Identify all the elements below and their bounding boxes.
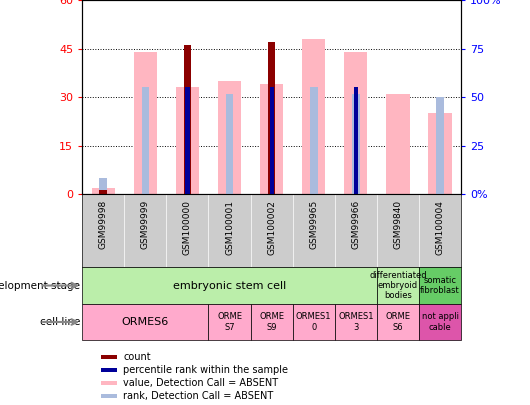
Bar: [428, 113, 452, 194]
Bar: [354, 87, 358, 194]
Bar: [344, 52, 367, 194]
Bar: [377, 304, 419, 340]
Bar: [100, 178, 107, 194]
Text: GSM100000: GSM100000: [183, 200, 192, 255]
Text: GSM99840: GSM99840: [393, 200, 402, 249]
Text: differentiated
embryoid
bodies: differentiated embryoid bodies: [369, 271, 427, 301]
Text: GSM99966: GSM99966: [351, 200, 360, 249]
Bar: [302, 39, 325, 194]
Bar: [377, 267, 419, 304]
Bar: [260, 84, 283, 194]
Bar: [335, 304, 377, 340]
Bar: [386, 94, 410, 194]
Bar: [82, 267, 377, 304]
Bar: [142, 87, 149, 194]
Bar: [101, 394, 117, 399]
Bar: [82, 304, 208, 340]
Bar: [293, 304, 335, 340]
Bar: [101, 355, 117, 359]
Text: cell line: cell line: [40, 317, 80, 327]
Text: GSM99998: GSM99998: [99, 200, 108, 249]
Bar: [268, 42, 276, 194]
Bar: [186, 87, 190, 194]
Bar: [436, 97, 444, 194]
Bar: [101, 368, 117, 372]
Bar: [352, 94, 360, 194]
Bar: [419, 304, 461, 340]
Text: ORMES1
3: ORMES1 3: [338, 312, 374, 332]
Text: rank, Detection Call = ABSENT: rank, Detection Call = ABSENT: [123, 391, 273, 401]
Bar: [208, 304, 251, 340]
Bar: [419, 267, 461, 304]
Bar: [251, 304, 293, 340]
Bar: [310, 87, 317, 194]
Text: ORME
S6: ORME S6: [385, 312, 410, 332]
Bar: [226, 94, 233, 194]
Bar: [176, 87, 199, 194]
Text: GSM100001: GSM100001: [225, 200, 234, 255]
Text: somatic
fibroblast: somatic fibroblast: [420, 276, 460, 295]
Text: count: count: [123, 352, 151, 362]
Text: GSM99999: GSM99999: [141, 200, 150, 249]
Text: GSM99965: GSM99965: [309, 200, 318, 249]
Text: value, Detection Call = ABSENT: value, Detection Call = ABSENT: [123, 378, 279, 388]
Bar: [92, 188, 115, 194]
Text: GSM100004: GSM100004: [436, 200, 445, 255]
Text: not appli
cable: not appli cable: [421, 312, 458, 332]
Text: ORMES6: ORMES6: [122, 317, 169, 327]
Bar: [270, 87, 273, 194]
Bar: [101, 381, 117, 385]
Text: ORME
S7: ORME S7: [217, 312, 242, 332]
Bar: [100, 190, 107, 194]
Text: ORME
S9: ORME S9: [259, 312, 284, 332]
Text: percentile rank within the sample: percentile rank within the sample: [123, 365, 288, 375]
Bar: [218, 81, 241, 194]
Bar: [183, 45, 191, 194]
Text: ORMES1
0: ORMES1 0: [296, 312, 331, 332]
Text: GSM100002: GSM100002: [267, 200, 276, 255]
Text: embryonic stem cell: embryonic stem cell: [173, 281, 286, 290]
Bar: [134, 52, 157, 194]
Text: development stage: development stage: [0, 281, 80, 290]
